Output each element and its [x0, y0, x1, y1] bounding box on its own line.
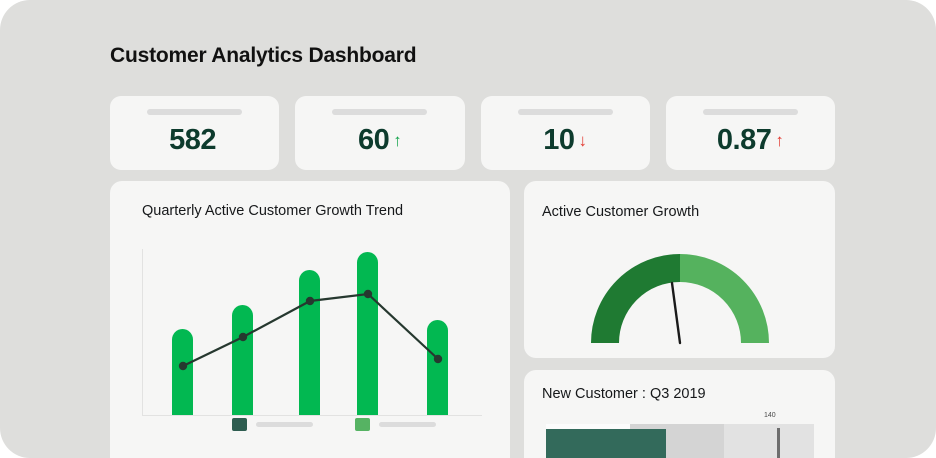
kpi-value: 60 [357, 124, 390, 156]
kpi-card-new-customers[interactable]: 60 ↑ [295, 96, 465, 170]
kpi-value-group: 10 ↓ [543, 124, 587, 157]
kpi-card-row: 582 60 ↑ 10 ↓ 0.87 ↑ [110, 96, 835, 170]
kpi-value-group: 0.87 ↑ [717, 124, 784, 157]
trend-up-arrow-icon: ↑ [393, 131, 402, 150]
line-point-q3 [305, 296, 315, 306]
kpi-card-ratio[interactable]: 0.87 ↑ [665, 96, 835, 170]
legend-swatch-light [355, 418, 370, 431]
bullet-band-high [724, 424, 814, 458]
trend-down-arrow-icon: ↓ [578, 131, 588, 150]
quarterly-growth-chart [142, 249, 482, 416]
kpi-card-total-customers[interactable]: 582 [110, 96, 280, 170]
new-customer-bullet-chart: 140 [546, 412, 814, 458]
bar-q4[interactable] [357, 252, 378, 415]
kpi-value-group: 60 ↑ [358, 124, 402, 157]
line-point-q5 [433, 354, 443, 364]
active-growth-gauge [591, 254, 769, 345]
kpi-card-churned-customers[interactable]: 10 ↓ [480, 96, 650, 170]
legend-item-1[interactable] [232, 418, 313, 431]
kpi-value: 582 [169, 124, 217, 156]
y-axis-line [142, 249, 143, 416]
bar-q1[interactable] [172, 329, 193, 415]
line-point-q1 [178, 361, 188, 371]
line-point-q4 [363, 289, 373, 299]
kpi-label-placeholder [332, 109, 428, 115]
legend-swatch-dark [232, 418, 247, 431]
page-title: Customer Analytics Dashboard [110, 44, 417, 67]
kpi-value: 10 [543, 124, 575, 156]
legend-item-2[interactable] [355, 418, 436, 431]
bar-q3[interactable] [299, 270, 320, 415]
bullet-value-bar[interactable] [546, 429, 666, 458]
line-point-q2 [238, 332, 248, 342]
gauge-title: Active Customer Growth [542, 204, 700, 220]
trend-chart-title: Quarterly Active Customer Growth Trend [142, 203, 404, 219]
legend-label-placeholder [256, 422, 313, 427]
gauge-needle [670, 281, 682, 345]
trend-up-arrow-icon: ↑ [775, 131, 784, 150]
chart-legend [232, 418, 436, 431]
kpi-value-group: 582 [169, 124, 220, 157]
bullet-target-label: 140 [764, 412, 776, 419]
bar-q5[interactable] [427, 320, 448, 415]
new-customer-title: New Customer : Q3 2019 [542, 386, 706, 402]
kpi-label-placeholder [702, 109, 798, 115]
kpi-value: 0.87 [716, 124, 772, 156]
trend-line-series [178, 289, 443, 371]
kpi-label-placeholder [517, 109, 613, 115]
bullet-target-marker [777, 428, 780, 458]
legend-label-placeholder [379, 422, 436, 427]
x-axis-line [142, 415, 482, 416]
gauge-segment-upper [679, 254, 769, 344]
gauge-segment-lower [591, 254, 681, 344]
kpi-label-placeholder [147, 109, 243, 115]
bar-q2[interactable] [232, 305, 253, 415]
